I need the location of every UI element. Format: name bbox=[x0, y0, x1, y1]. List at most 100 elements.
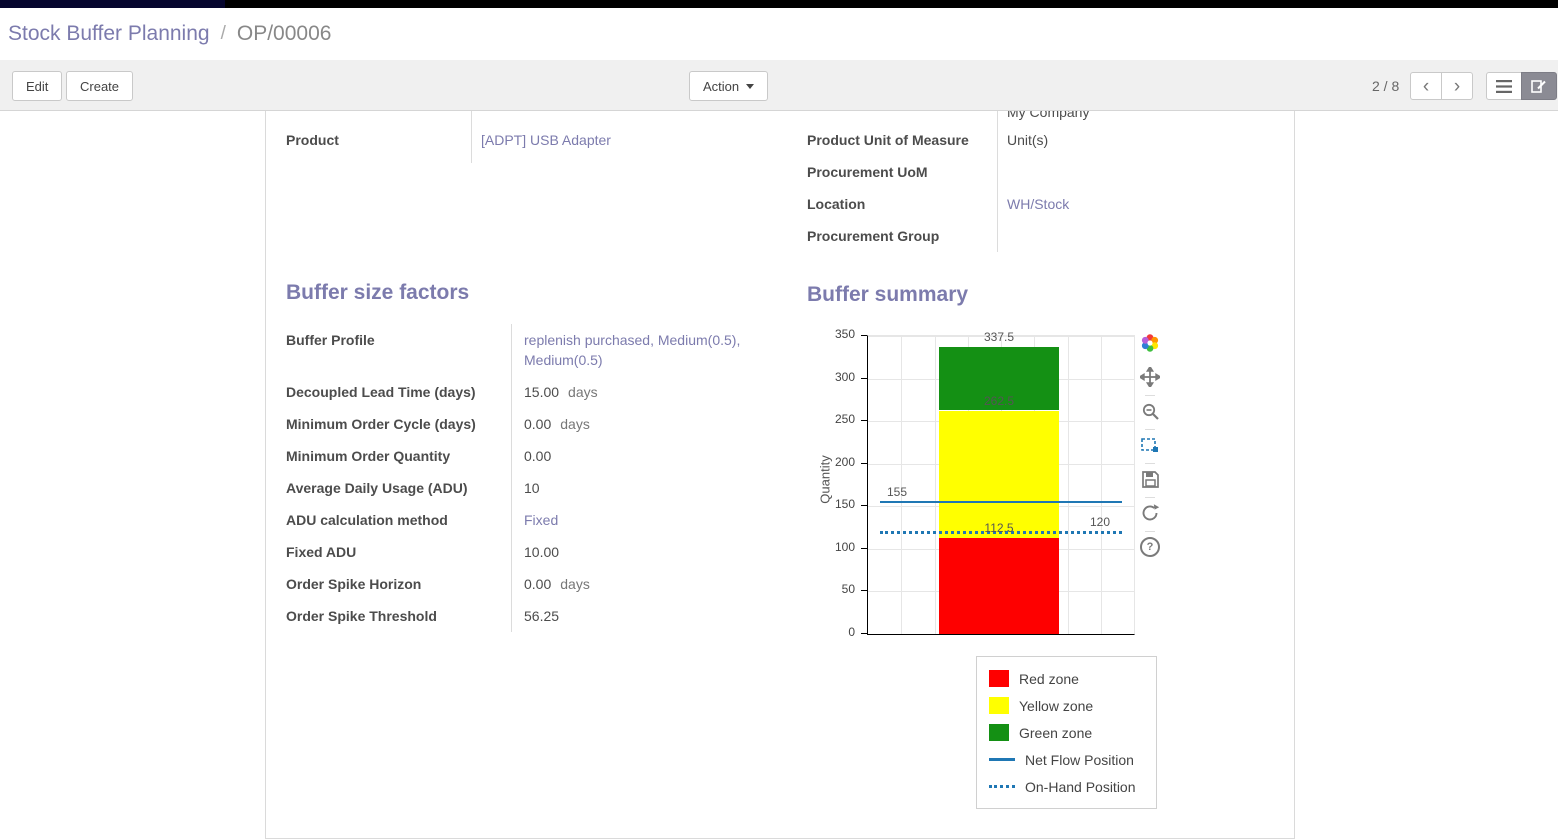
field-value: replenish purchased, Medium(0.5), Medium… bbox=[512, 324, 774, 376]
field-value: 0.00 bbox=[512, 440, 551, 472]
toolbar-divider bbox=[1145, 395, 1155, 396]
field-label: Product Unit of Measure bbox=[807, 124, 998, 156]
field-row: Decoupled Lead Time (days) 15.00 days bbox=[286, 376, 786, 408]
action-label: Action bbox=[703, 78, 740, 94]
chart-pan-icon[interactable] bbox=[1140, 366, 1160, 388]
tick-mark bbox=[861, 590, 867, 592]
field-row: Location WH/Stock bbox=[807, 188, 1272, 220]
zone-red bbox=[939, 538, 1059, 634]
field-label bbox=[807, 111, 998, 124]
field-value: 56.25 bbox=[512, 600, 559, 632]
field-value-text: 10.00 bbox=[524, 544, 560, 560]
field-value: [ADPT] USB Adapter bbox=[472, 111, 611, 163]
chart-annotation: 120 bbox=[1089, 514, 1111, 529]
field-value-link[interactable]: Fixed bbox=[524, 512, 559, 528]
breadcrumb-parent-link[interactable]: Stock Buffer Planning bbox=[8, 22, 210, 45]
field-value: 0.00 days bbox=[512, 568, 590, 600]
tick-mark bbox=[861, 420, 867, 422]
legend-swatch bbox=[989, 758, 1015, 761]
field-label: Location bbox=[807, 188, 998, 220]
chart-refresh-icon[interactable] bbox=[1140, 502, 1160, 524]
legend-label: Net Flow Position bbox=[1025, 751, 1134, 768]
field-value-link[interactable]: WH/Stock bbox=[1007, 196, 1070, 212]
net-flow-position-line bbox=[880, 501, 1122, 504]
field-label: Order Spike Horizon bbox=[286, 568, 512, 600]
list-icon bbox=[1496, 79, 1512, 93]
product-link[interactable]: [ADPT] USB Adapter bbox=[481, 132, 611, 148]
form-view-button[interactable] bbox=[1521, 72, 1557, 100]
top-nav-bar-left-segment bbox=[0, 0, 225, 8]
legend-label: Green zone bbox=[1019, 724, 1093, 741]
chart-zoom-icon[interactable] bbox=[1141, 400, 1160, 422]
field-label: ADU calculation method bbox=[286, 504, 512, 536]
breadcrumb-row: Stock Buffer Planning / OP/00006 bbox=[0, 8, 1558, 60]
toolbar-divider bbox=[1145, 531, 1155, 532]
field-unit: days bbox=[560, 416, 590, 432]
field-row: Procurement UoM bbox=[807, 156, 1272, 188]
chart-toolbar: ? bbox=[1138, 332, 1162, 558]
gridline bbox=[901, 336, 903, 634]
field-value: WH/Stock bbox=[998, 196, 1069, 212]
field-value: 10 bbox=[512, 472, 540, 504]
top-nav-bar bbox=[0, 0, 1558, 8]
caret-down-icon bbox=[746, 83, 755, 89]
chart-help-icon[interactable]: ? bbox=[1140, 536, 1160, 558]
field-value-text: 0.00 bbox=[524, 448, 552, 464]
legend-item[interactable]: On-Hand Position bbox=[989, 773, 1144, 800]
field-row: Average Daily Usage (ADU) 10 bbox=[286, 472, 786, 504]
pager-previous-button[interactable]: ‹ bbox=[1410, 72, 1442, 100]
legend-swatch bbox=[989, 697, 1009, 714]
legend-item[interactable]: Red zone bbox=[989, 665, 1144, 692]
field-value: Fixed bbox=[512, 504, 558, 536]
field-row: Minimum Order Cycle (days) 0.00 days bbox=[286, 408, 786, 440]
chart-save-icon[interactable] bbox=[1141, 468, 1160, 490]
field-row: Fixed ADU 10.00 bbox=[286, 536, 786, 568]
legend-item[interactable]: Green zone bbox=[989, 719, 1144, 746]
y-tick-label: 100 bbox=[834, 539, 855, 554]
field-label: Average Daily Usage (ADU) bbox=[286, 472, 512, 504]
edit-button[interactable]: Edit bbox=[12, 71, 63, 101]
y-tick-label: 0 bbox=[848, 625, 855, 639]
field-row: Order Spike Horizon 0.00 days bbox=[286, 568, 786, 600]
legend-item[interactable]: Net Flow Position bbox=[989, 746, 1144, 773]
view-switcher bbox=[1486, 72, 1557, 100]
gridline bbox=[1100, 336, 1102, 634]
tick-mark bbox=[861, 633, 867, 634]
legend-label: Yellow zone bbox=[1019, 697, 1094, 714]
field-row: Product [ADPT] USB Adapter bbox=[286, 111, 786, 163]
action-dropdown-button[interactable]: Action bbox=[689, 71, 769, 101]
field-value-link[interactable]: replenish purchased, Medium(0.5), Medium… bbox=[524, 332, 741, 368]
pager-count: 2 / 8 bbox=[1372, 78, 1400, 94]
tick-mark bbox=[861, 462, 867, 464]
field-row-partial: My Company bbox=[807, 111, 1272, 124]
list-view-button[interactable] bbox=[1486, 72, 1522, 100]
buffer-summary-chart: Quantity 337.5 262.5 112.5 155 120 0 50 100 150… bbox=[811, 326, 1147, 658]
tick-mark bbox=[861, 335, 867, 336]
chevron-left-icon: ‹ bbox=[1422, 75, 1430, 97]
form-sheet: Product [ADPT] USB Adapter My Company Pr… bbox=[265, 111, 1295, 839]
pager-next-button[interactable]: › bbox=[1441, 72, 1473, 100]
y-tick-label: 350 bbox=[834, 327, 855, 341]
field-unit: days bbox=[568, 384, 598, 400]
chart-annotation: 262.5 bbox=[983, 393, 1015, 408]
field-value: Unit(s) bbox=[998, 132, 1048, 148]
field-value-text: 56.25 bbox=[524, 608, 560, 624]
section-title-buffer-summary: Buffer summary bbox=[807, 283, 969, 306]
pager-nav: ‹ › bbox=[1410, 72, 1473, 100]
field-label: Minimum Order Cycle (days) bbox=[286, 408, 512, 440]
toolbar-divider bbox=[1145, 497, 1155, 498]
buffer-size-factors-table: Buffer Profile replenish purchased, Mediu… bbox=[286, 324, 786, 632]
field-group-right: My Company Product Unit of Measure Unit(s… bbox=[807, 111, 1272, 252]
create-button[interactable]: Create bbox=[66, 71, 134, 101]
gridline bbox=[934, 336, 936, 634]
toolbar-divider bbox=[1145, 463, 1155, 464]
legend-swatch bbox=[989, 724, 1009, 741]
legend-label: On-Hand Position bbox=[1025, 778, 1136, 795]
on-hand-position-line bbox=[880, 530, 1122, 534]
field-value-partial: My Company bbox=[1007, 111, 1090, 120]
legend-item[interactable]: Yellow zone bbox=[989, 692, 1144, 719]
field-row: Minimum Order Quantity 0.00 bbox=[286, 440, 786, 472]
chart-box-select-icon[interactable] bbox=[1140, 434, 1160, 456]
field-row: ADU calculation method Fixed bbox=[286, 504, 786, 536]
chart-colors-icon[interactable] bbox=[1140, 332, 1160, 354]
